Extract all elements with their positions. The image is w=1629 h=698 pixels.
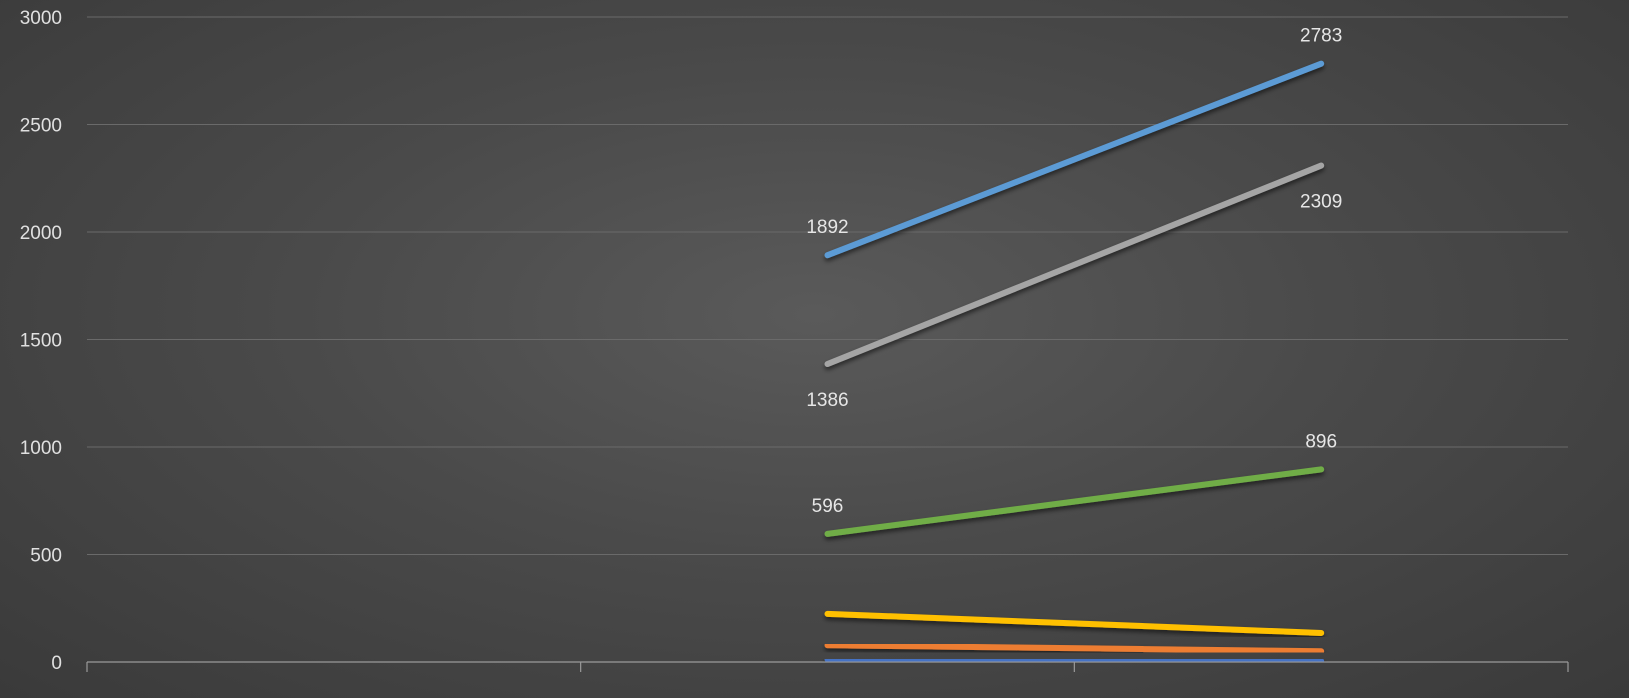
series-line-5 bbox=[824, 656, 1325, 665]
gridlines bbox=[87, 16, 1568, 555]
series-line-3 bbox=[824, 610, 1325, 636]
series-line-0 bbox=[824, 60, 1325, 259]
y-tick-label: 0 bbox=[51, 653, 62, 674]
series-line-2 bbox=[824, 466, 1325, 537]
data-label: 596 bbox=[812, 496, 844, 517]
data-label: 2783 bbox=[1300, 26, 1342, 47]
data-label: 1892 bbox=[806, 217, 848, 238]
y-tick-label: 1500 bbox=[20, 331, 62, 352]
y-tick-label: 1000 bbox=[20, 438, 62, 459]
data-labels: 1892 2783 1386 2309 596 896 bbox=[806, 26, 1342, 517]
y-tick-label: 2500 bbox=[20, 116, 62, 137]
series-lines bbox=[824, 60, 1325, 665]
y-tick-label: 2000 bbox=[20, 223, 62, 244]
y-tick-label: 500 bbox=[30, 546, 62, 567]
data-label: 896 bbox=[1305, 431, 1337, 452]
series-line-1 bbox=[824, 162, 1325, 368]
y-tick-label: 3000 bbox=[20, 8, 62, 29]
data-label: 1386 bbox=[806, 390, 848, 411]
axes: 0 500 1000 1500 2000 2500 3000 bbox=[20, 8, 1569, 674]
data-label: 2309 bbox=[1300, 192, 1342, 213]
series-line-4 bbox=[824, 642, 1325, 655]
